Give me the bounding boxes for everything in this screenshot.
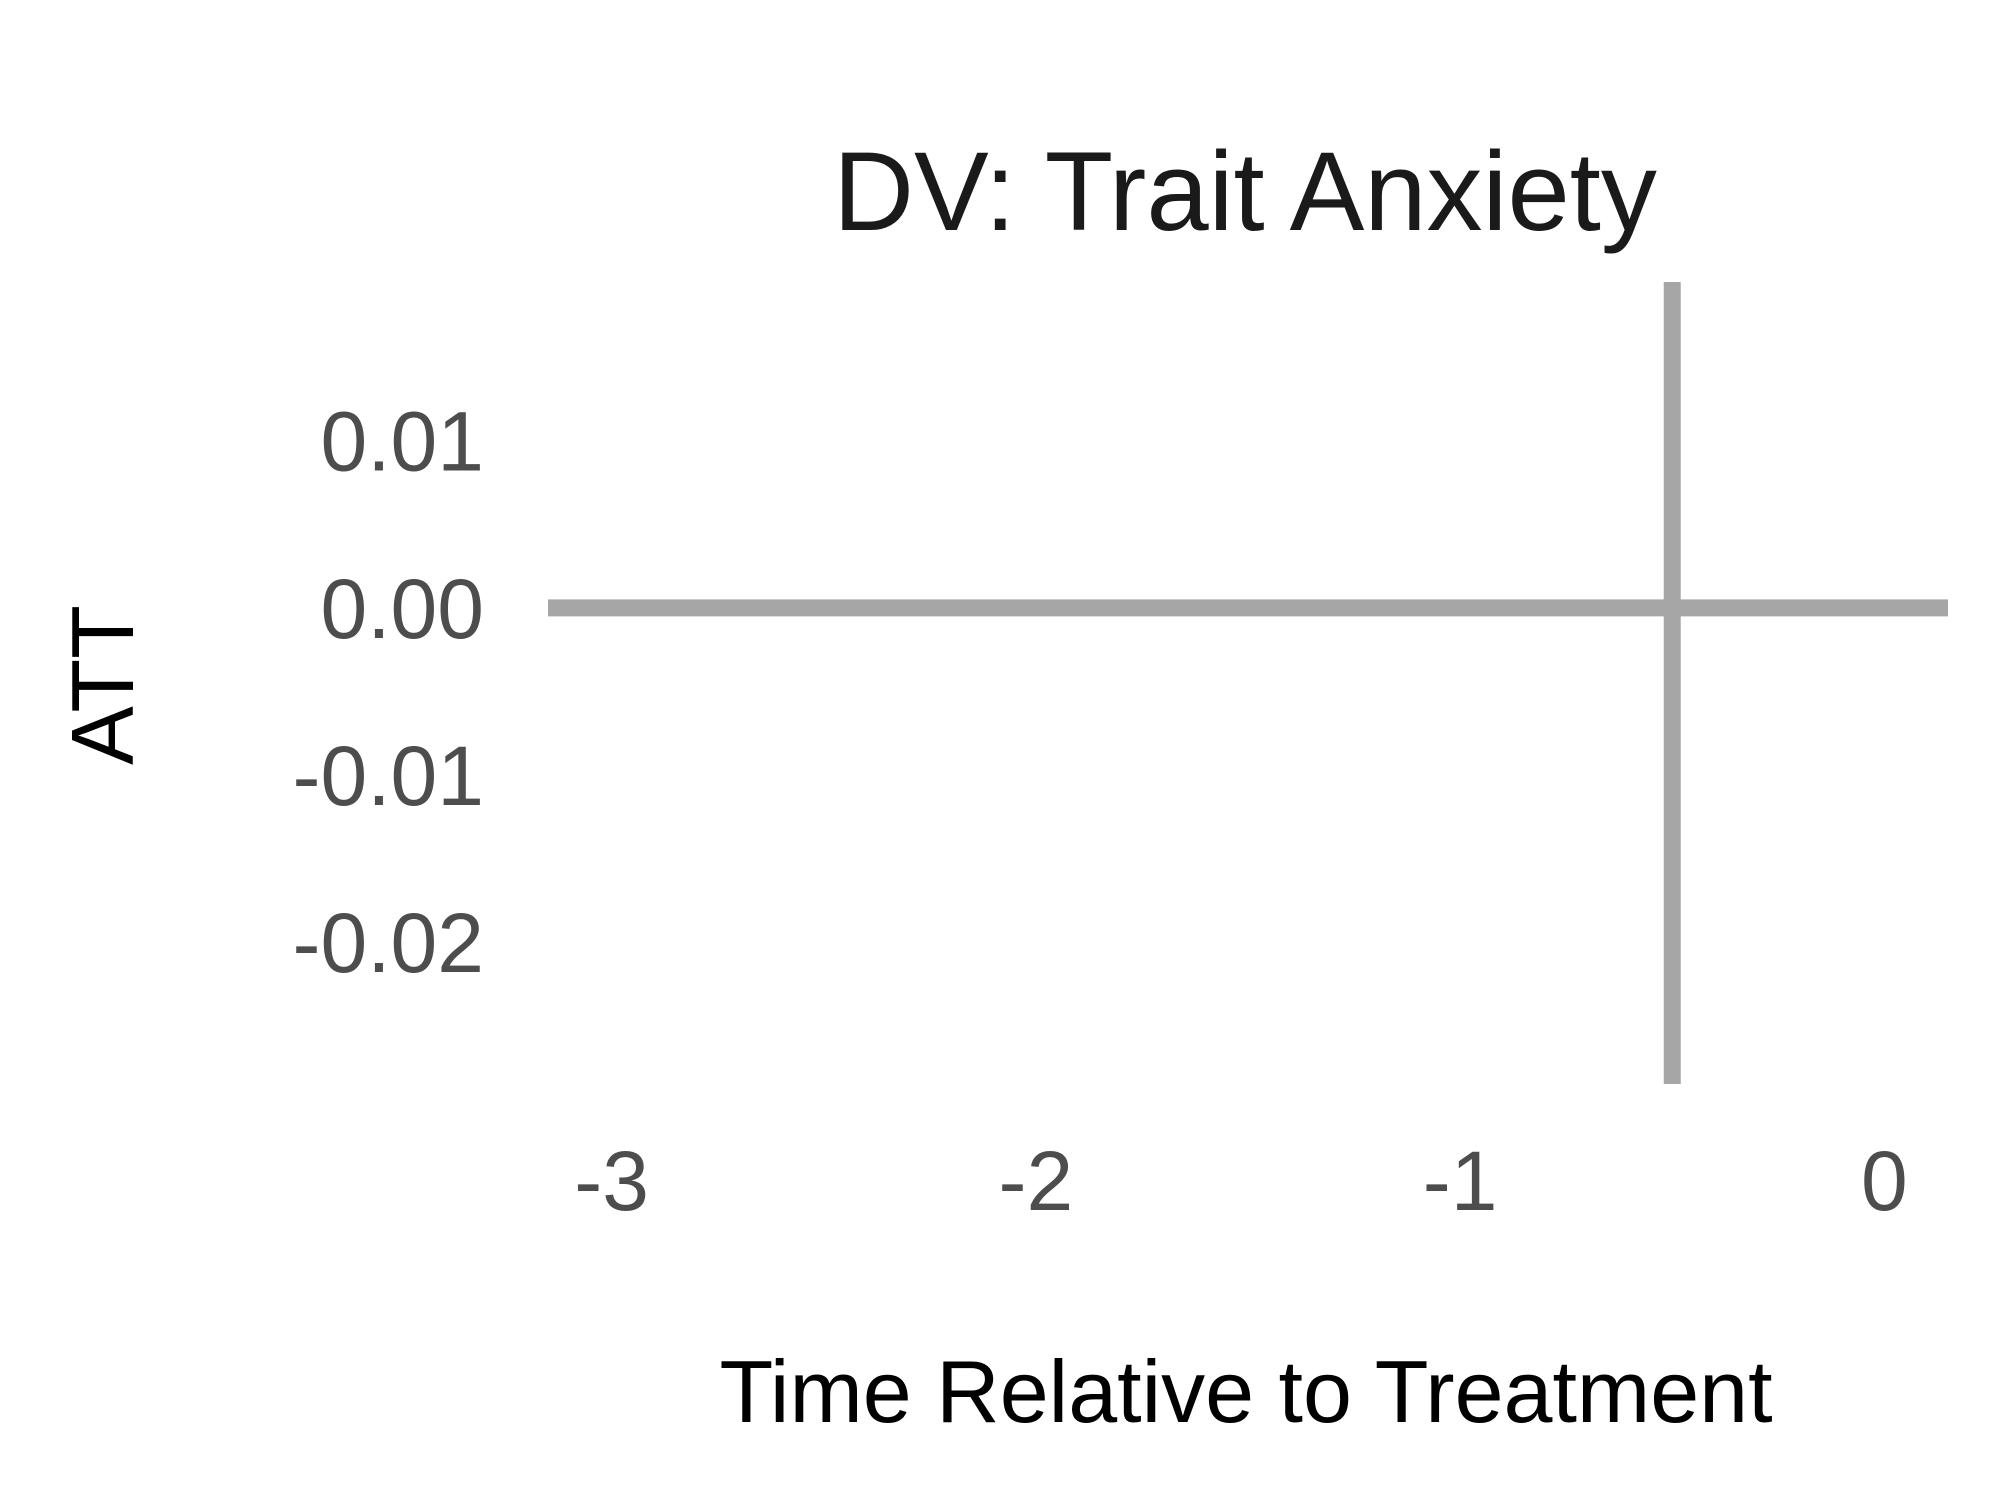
x-tick-label: -1: [1423, 1134, 1498, 1228]
x-tick-label: -3: [574, 1134, 649, 1228]
y-tick-label: 0.00: [321, 562, 485, 656]
y-axis-title: ATT: [53, 605, 152, 765]
y-axis-ticks: 0.01 0.00 -0.01 -0.02: [293, 395, 484, 990]
y-tick-label: -0.01: [293, 729, 484, 823]
x-tick-label: 0: [1861, 1134, 1908, 1228]
y-tick-label: -0.02: [293, 896, 484, 990]
y-tick-label: 0.01: [321, 395, 485, 489]
plot-area: [548, 282, 1948, 1084]
x-axis-ticks: -3 -2 -1 0: [574, 1134, 1907, 1228]
x-tick-label: -2: [999, 1134, 1074, 1228]
x-axis-title: Time Relative to Treatment: [719, 1342, 1772, 1441]
chart-title: DV: Trait Anxiety: [833, 129, 1657, 254]
